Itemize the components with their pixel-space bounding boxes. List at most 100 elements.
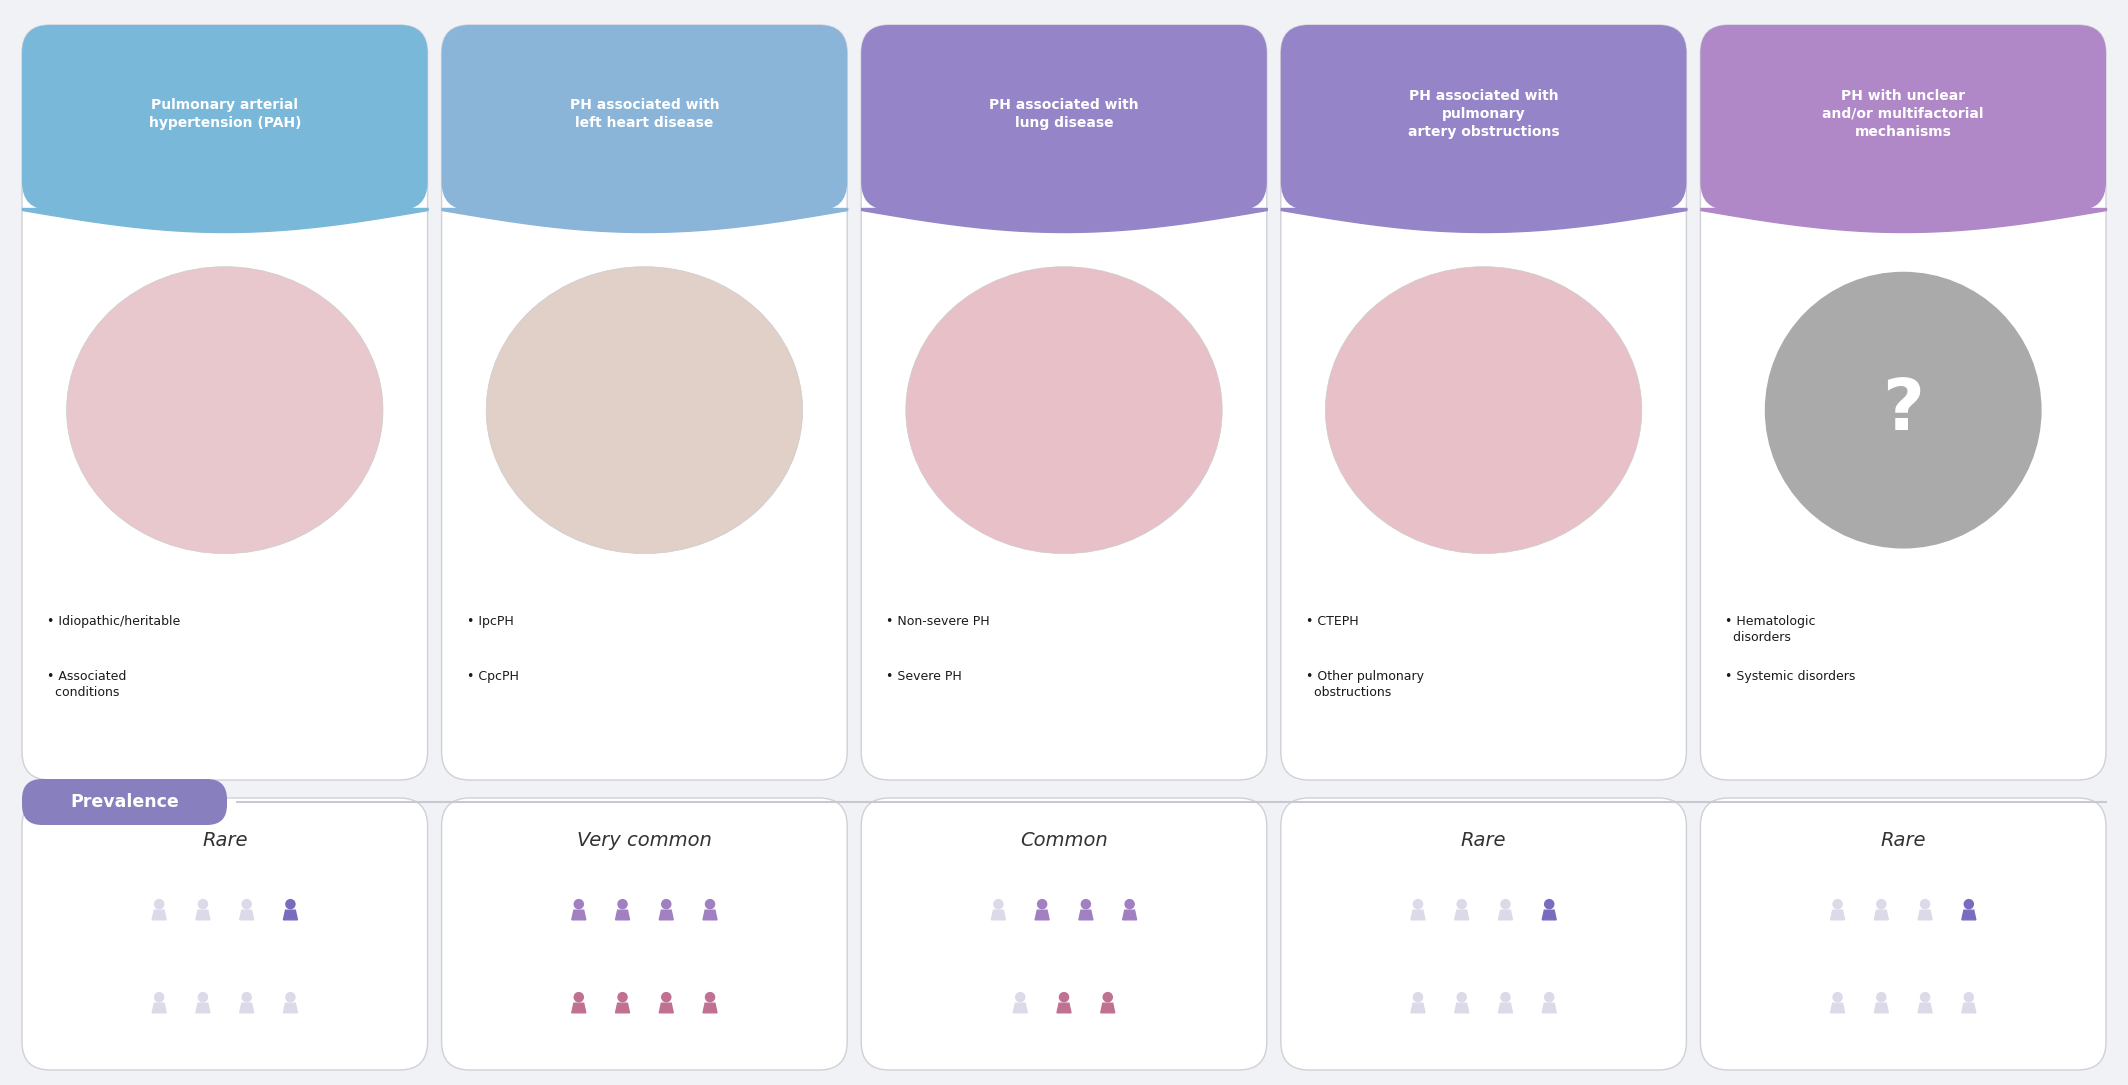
Circle shape bbox=[1922, 993, 1930, 1001]
Ellipse shape bbox=[66, 267, 383, 553]
Polygon shape bbox=[702, 1004, 717, 1012]
Polygon shape bbox=[702, 910, 717, 920]
Polygon shape bbox=[1100, 1004, 1115, 1012]
Polygon shape bbox=[1962, 1004, 1975, 1012]
Text: • Non-severe PH: • Non-severe PH bbox=[885, 615, 990, 628]
Polygon shape bbox=[1917, 910, 1932, 920]
Polygon shape bbox=[196, 1004, 211, 1012]
Text: PH associated with
left heart disease: PH associated with left heart disease bbox=[570, 98, 719, 130]
Text: • Systemic disorders: • Systemic disorders bbox=[1726, 671, 1856, 682]
FancyBboxPatch shape bbox=[1700, 797, 2107, 1070]
Ellipse shape bbox=[907, 267, 1221, 553]
Text: • Other pulmonary
  obstructions: • Other pulmonary obstructions bbox=[1307, 671, 1424, 699]
Polygon shape bbox=[153, 1004, 166, 1012]
Circle shape bbox=[575, 899, 583, 909]
Circle shape bbox=[285, 993, 296, 1001]
Circle shape bbox=[1126, 899, 1134, 909]
Circle shape bbox=[1102, 993, 1113, 1001]
Circle shape bbox=[617, 899, 628, 909]
Text: Rare: Rare bbox=[1881, 830, 1926, 850]
Circle shape bbox=[198, 899, 206, 909]
Polygon shape bbox=[1962, 910, 1975, 920]
Polygon shape bbox=[1917, 1004, 1932, 1012]
Polygon shape bbox=[572, 1004, 585, 1012]
Circle shape bbox=[575, 993, 583, 1001]
Circle shape bbox=[1964, 899, 1973, 909]
Polygon shape bbox=[1830, 1004, 1845, 1012]
Circle shape bbox=[198, 993, 206, 1001]
Text: PH associated with
lung disease: PH associated with lung disease bbox=[990, 98, 1138, 130]
Polygon shape bbox=[1013, 1004, 1028, 1012]
Polygon shape bbox=[1875, 1004, 1888, 1012]
Polygon shape bbox=[153, 910, 166, 920]
Ellipse shape bbox=[485, 267, 802, 553]
Circle shape bbox=[706, 899, 715, 909]
Text: • Hematologic
  disorders: • Hematologic disorders bbox=[1726, 615, 1815, 644]
FancyBboxPatch shape bbox=[862, 797, 1266, 1070]
Polygon shape bbox=[240, 1004, 253, 1012]
Circle shape bbox=[285, 899, 296, 909]
Circle shape bbox=[1964, 993, 1973, 1001]
Polygon shape bbox=[660, 910, 672, 920]
Polygon shape bbox=[615, 910, 630, 920]
Circle shape bbox=[155, 993, 164, 1001]
Circle shape bbox=[662, 899, 670, 909]
Text: Rare: Rare bbox=[202, 830, 247, 850]
Polygon shape bbox=[1411, 1004, 1426, 1012]
FancyBboxPatch shape bbox=[443, 797, 847, 1070]
FancyBboxPatch shape bbox=[21, 25, 428, 210]
Polygon shape bbox=[1079, 910, 1094, 920]
Polygon shape bbox=[1124, 910, 1136, 920]
FancyBboxPatch shape bbox=[443, 25, 847, 210]
Text: Very common: Very common bbox=[577, 830, 713, 850]
Polygon shape bbox=[1543, 910, 1556, 920]
Circle shape bbox=[1060, 993, 1068, 1001]
Text: • Idiopathic/heritable: • Idiopathic/heritable bbox=[47, 615, 181, 628]
Polygon shape bbox=[572, 910, 585, 920]
Circle shape bbox=[1458, 899, 1466, 909]
Text: ?: ? bbox=[1881, 375, 1924, 445]
FancyBboxPatch shape bbox=[1700, 25, 2107, 780]
Circle shape bbox=[1832, 899, 1843, 909]
Polygon shape bbox=[1456, 910, 1468, 920]
Polygon shape bbox=[1543, 1004, 1556, 1012]
FancyBboxPatch shape bbox=[1700, 25, 2107, 210]
Text: Common: Common bbox=[1019, 830, 1109, 850]
Polygon shape bbox=[1456, 1004, 1468, 1012]
Polygon shape bbox=[1411, 910, 1426, 920]
Circle shape bbox=[243, 993, 251, 1001]
Circle shape bbox=[1413, 899, 1422, 909]
FancyBboxPatch shape bbox=[862, 25, 1266, 210]
Circle shape bbox=[1038, 899, 1047, 909]
Text: Rare: Rare bbox=[1460, 830, 1507, 850]
Polygon shape bbox=[660, 1004, 672, 1012]
FancyBboxPatch shape bbox=[1281, 797, 1685, 1070]
Polygon shape bbox=[615, 1004, 630, 1012]
Polygon shape bbox=[1058, 1004, 1070, 1012]
Circle shape bbox=[1832, 993, 1843, 1001]
Polygon shape bbox=[283, 1004, 298, 1012]
Polygon shape bbox=[1875, 910, 1888, 920]
Polygon shape bbox=[1498, 910, 1513, 920]
Text: • Severe PH: • Severe PH bbox=[885, 671, 962, 682]
FancyBboxPatch shape bbox=[21, 779, 228, 825]
Circle shape bbox=[1458, 993, 1466, 1001]
Polygon shape bbox=[1034, 910, 1049, 920]
Polygon shape bbox=[196, 910, 211, 920]
Polygon shape bbox=[240, 910, 253, 920]
Circle shape bbox=[1413, 993, 1422, 1001]
FancyBboxPatch shape bbox=[443, 25, 847, 780]
Circle shape bbox=[1500, 899, 1511, 909]
FancyBboxPatch shape bbox=[1281, 25, 1685, 210]
Polygon shape bbox=[992, 910, 1004, 920]
Circle shape bbox=[1545, 993, 1553, 1001]
Polygon shape bbox=[283, 910, 298, 920]
Ellipse shape bbox=[1326, 267, 1643, 553]
Circle shape bbox=[994, 899, 1002, 909]
Text: • CpcPH: • CpcPH bbox=[466, 671, 519, 682]
Circle shape bbox=[617, 993, 628, 1001]
Text: Prevalence: Prevalence bbox=[70, 793, 179, 810]
Text: PH with unclear
and/or multifactorial
mechanisms: PH with unclear and/or multifactorial me… bbox=[1822, 89, 1983, 139]
Circle shape bbox=[1766, 272, 2041, 548]
Text: Pulmonary arterial
hypertension (PAH): Pulmonary arterial hypertension (PAH) bbox=[149, 98, 300, 130]
